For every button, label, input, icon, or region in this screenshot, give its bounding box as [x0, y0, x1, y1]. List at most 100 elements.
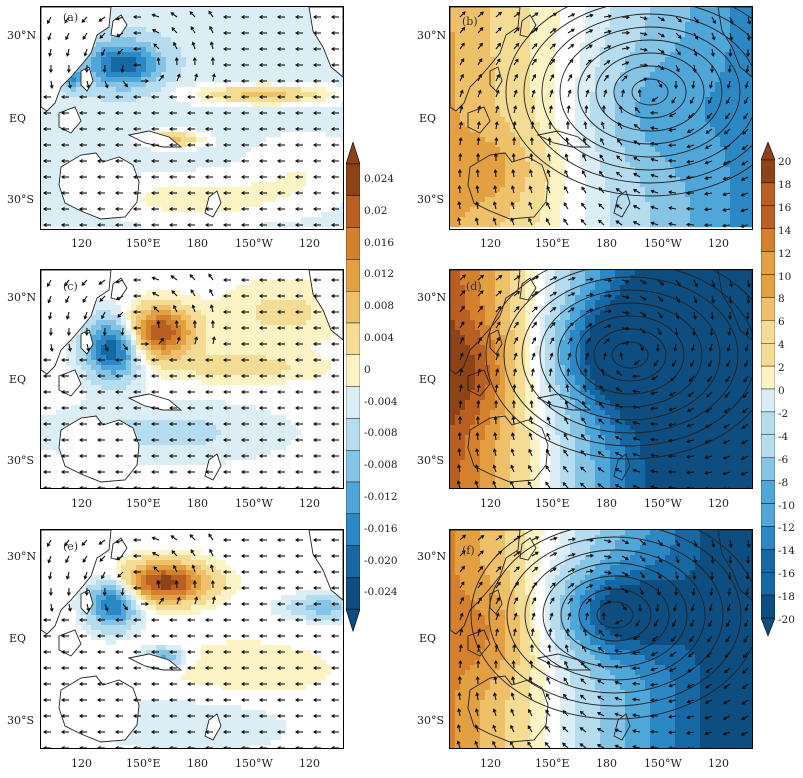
panel-f: (f) [449, 529, 753, 749]
map-f [450, 530, 752, 748]
lon-label: 120 [708, 757, 729, 770]
lon-label: 120 [71, 757, 92, 770]
lon-label: 150°E [535, 497, 570, 510]
lon-label: 120 [299, 237, 320, 250]
colorbar-right-tick-label: -4 [778, 430, 789, 443]
lat-label: 30°S [7, 454, 35, 467]
lon-label: 180 [187, 237, 208, 250]
colorbar-left-tick-label: -0.020 [364, 554, 398, 567]
colorbar-right-tick-label: -6 [778, 453, 789, 466]
lat-label: 30°S [7, 714, 35, 727]
colorbar-left-tick-label: 0 [364, 363, 371, 376]
lat-label: 30°N [417, 291, 447, 304]
lat-label: 30°S [7, 193, 35, 206]
lon-label: 120 [71, 237, 92, 250]
lon-label: 150°W [235, 237, 273, 250]
panel-e: (e) [40, 529, 344, 749]
colorbar-left-tick-label: -0.012 [364, 491, 398, 503]
colorbar-right-tick-label: 2 [778, 362, 785, 375]
colorbar-right-tick-label: -12 [778, 522, 795, 535]
colorbar-left-tick-label: 0.016 [364, 236, 395, 249]
panel-d: (d) [449, 269, 753, 489]
colorbar-left-tick-label: -0.016 [364, 522, 398, 535]
lon-label: 120 [71, 497, 92, 510]
lon-label: 120 [708, 497, 729, 510]
lon-label: 150°W [644, 757, 682, 770]
panel-label-f: (f) [462, 544, 475, 557]
lon-label: 180 [596, 757, 617, 770]
panel-label-d: (d) [466, 280, 482, 293]
panel-label-a: (a) [63, 11, 79, 24]
map-c [41, 270, 343, 488]
lon-label: 150°E [126, 237, 161, 250]
lat-label: EQ [9, 373, 27, 386]
colorbar-left-tick-label: -0.004 [364, 395, 398, 408]
lon-label: 120 [480, 757, 501, 770]
lat-label: 30°N [7, 29, 37, 42]
colorbar-right [761, 142, 775, 637]
colorbar-left-tick-label: 0.008 [364, 300, 395, 313]
lon-label: 180 [596, 237, 617, 250]
lon-label: 150°E [126, 497, 161, 510]
colorbar-left-tick-label: 0.02 [364, 204, 388, 217]
lat-label: EQ [419, 373, 437, 386]
colorbar-right-tick-label: 18 [778, 178, 792, 191]
lon-label: 120 [299, 757, 320, 770]
lon-label: 180 [596, 497, 617, 510]
colorbar-right-tick-label: 20 [778, 156, 792, 168]
panel-label-e: (e) [63, 540, 79, 553]
lat-label: 30°N [7, 291, 37, 304]
lon-label: 120 [480, 497, 501, 510]
lon-label: 120 [299, 497, 320, 510]
colorbar-left-tick-label: 0.004 [364, 332, 395, 344]
lon-label: 180 [187, 757, 208, 770]
panel-label-c: (c) [63, 280, 78, 293]
colorbar-left-tick-label: 0.024 [364, 173, 395, 185]
colorbar-left-tick-label: -0.024 [364, 586, 398, 599]
colorbar-right-tick-label: -2 [778, 407, 789, 420]
colorbar-left-tick-label: -0.008 [364, 459, 398, 472]
colorbar-right-tick-label: -14 [778, 545, 795, 558]
colorbar-right-tick-label: 16 [778, 201, 792, 214]
lon-label: 150°W [235, 757, 273, 770]
lat-label: 30°N [7, 550, 37, 563]
lon-label: 180 [187, 497, 208, 510]
lon-label: 150°E [535, 757, 570, 770]
colorbar-right-tick-label: 6 [778, 316, 785, 329]
colorbar-left-tick-label: -0.008 [364, 427, 398, 440]
map-e [41, 530, 343, 748]
panel-a: (a) [40, 6, 344, 230]
lon-label: 150°E [535, 237, 570, 250]
lat-label: 30°S [417, 193, 445, 206]
colorbar-right-tick-label: 4 [778, 339, 785, 352]
lat-label: EQ [419, 632, 437, 645]
lon-label: 120 [708, 237, 729, 250]
lat-label: EQ [9, 632, 27, 645]
colorbar-right-tick-label: 10 [778, 270, 792, 283]
colorbar-right-tick-label: -16 [778, 568, 795, 581]
colorbar-left [346, 142, 360, 633]
lat-label: EQ [9, 112, 27, 125]
lon-label: 150°W [644, 237, 682, 250]
lon-label: 150°E [126, 757, 161, 770]
colorbar-right-tick-label: 0 [778, 385, 785, 397]
panel-b: (b) [449, 6, 753, 230]
colorbar-right-tick-label: 14 [778, 224, 792, 237]
lon-label: 120 [480, 237, 501, 250]
lat-label: EQ [419, 112, 437, 125]
colorbar-right-tick-label: 12 [778, 247, 792, 260]
colorbar-right-tick-label: -20 [778, 614, 795, 626]
lat-label: 30°S [417, 454, 445, 467]
map-d [450, 270, 752, 488]
lon-label: 150°W [235, 497, 273, 510]
lat-label: 30°N [417, 550, 447, 563]
colorbar-right-tick-label: -8 [778, 476, 789, 489]
lon-label: 150°W [644, 497, 682, 510]
colorbar-right-tick-label: -18 [778, 591, 795, 604]
colorbar-right-tick-label: -10 [778, 499, 795, 512]
panel-c: (c) [40, 269, 344, 489]
map-a [41, 7, 343, 228]
colorbar-left-tick-label: 0.012 [364, 268, 395, 281]
lat-label: 30°N [417, 29, 447, 42]
lat-label: 30°S [417, 714, 445, 727]
